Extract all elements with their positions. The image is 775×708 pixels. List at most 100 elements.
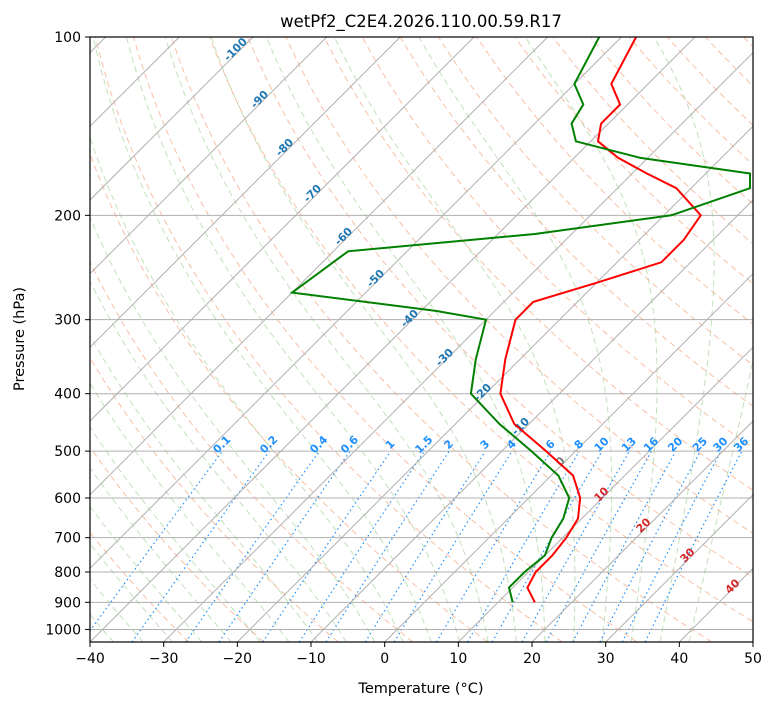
mixing-ratio-line	[298, 450, 425, 642]
mixing-ratio-label: 1.5	[412, 433, 435, 456]
dry-adiabat-label: -70	[301, 182, 324, 205]
dry-adiabat	[90, 446, 264, 642]
dry-adiabat-label: -30	[433, 346, 456, 369]
mixing-ratio-line	[435, 450, 552, 642]
dry-adiabat	[209, 37, 753, 623]
dry-adiabat	[704, 37, 753, 87]
mixing-ratio-label: 3	[478, 437, 493, 452]
moist-adiabat	[90, 382, 290, 642]
moist-adiabat	[90, 135, 404, 642]
x-axis-title: Temperature (°C)	[357, 681, 483, 697]
y-tick-label: 200	[54, 208, 81, 224]
x-tick-label: 10	[449, 651, 467, 667]
isotherm	[605, 493, 753, 642]
mixing-ratio-line	[325, 450, 450, 642]
mixing-ratio-label: 13	[619, 435, 639, 455]
moist-adiabat	[90, 578, 144, 642]
moist-adiabat	[90, 467, 232, 642]
moist-adiabats	[90, 37, 753, 642]
dry-adiabat-label: -20	[471, 381, 494, 404]
dry-adiabat	[171, 37, 712, 642]
mixing-ratio-lines	[90, 450, 743, 642]
moist-adiabat	[90, 505, 203, 642]
isotherm	[90, 37, 622, 570]
dewpoint-line	[289, 37, 751, 603]
y-tick-label: 500	[54, 444, 81, 460]
x-tick-label: 30	[597, 651, 615, 667]
moist-adiabat	[92, 37, 432, 642]
mixing-ratio-label: 25	[690, 435, 710, 455]
skewed-isotherms	[90, 37, 753, 642]
moist-adiabat-label: 40	[723, 576, 743, 596]
y-axis-title: Pressure (hPa)	[12, 287, 28, 391]
moist-adiabat	[90, 426, 261, 642]
moist-adiabat	[266, 37, 546, 642]
mixing-ratio-label: 0.2	[257, 433, 280, 456]
dry-adiabat	[514, 37, 753, 285]
isotherm	[163, 51, 753, 642]
y-tick-label: 900	[54, 595, 81, 611]
dry-adiabat-label: -60	[332, 225, 355, 248]
isotherm	[236, 125, 753, 642]
dry-adiabat	[285, 37, 753, 535]
moist-adiabat	[210, 37, 517, 642]
isotherm	[90, 37, 401, 349]
dry-adiabat	[90, 356, 339, 642]
y-tick-label: 600	[54, 491, 81, 507]
mixing-ratio-label: 0.4	[307, 433, 330, 456]
dry-adiabat	[90, 531, 190, 642]
mixing-ratio-line	[131, 450, 270, 642]
mixing-ratio-line	[393, 450, 513, 642]
moist-adiabat	[90, 334, 319, 642]
isotherm	[90, 37, 328, 275]
dry-adiabat	[90, 152, 488, 642]
mixing-ratio-label: 0.1	[210, 433, 233, 456]
isotherm	[90, 37, 254, 201]
moist-adiabat-label: 20	[634, 515, 654, 535]
mixing-ratio-line	[262, 450, 392, 642]
temperature-line	[499, 37, 703, 603]
moist-adiabat	[126, 37, 461, 642]
mixing-ratio-label: 8	[572, 437, 587, 452]
mixing-ratio-label: 1	[383, 437, 398, 452]
isotherm	[90, 37, 475, 422]
x-tick-label: 50	[744, 651, 762, 667]
y-axis: 100 200 300 400 500 600 700 800 900 1000	[45, 30, 90, 638]
chart-title: wetPf2_C2E4.2026.110.00.59.R17	[280, 12, 562, 32]
x-tick-label: 20	[523, 651, 541, 667]
x-axis: −40 −30 −20 −10 0 10 20 30 40 50	[75, 642, 762, 667]
dry-adiabat	[90, 260, 414, 642]
mixing-ratio-line	[599, 450, 702, 642]
dry-adiabat	[552, 37, 753, 245]
isotherm	[310, 199, 753, 642]
x-tick-label: −10	[296, 651, 326, 667]
isotherm	[531, 420, 753, 642]
moist-adiabat	[653, 37, 715, 642]
isotherm	[90, 37, 549, 496]
x-tick-label: −30	[149, 651, 179, 667]
dry-adiabat	[247, 37, 753, 578]
dry-adiabat	[323, 37, 753, 491]
mixing-ratio-label: 0.6	[338, 433, 361, 456]
dry-adiabat-label: -100	[221, 35, 250, 64]
pressure-gridlines	[90, 37, 753, 630]
moist-adiabat-label: 10	[592, 484, 612, 504]
y-tick-label: 800	[54, 565, 81, 581]
moist-adiabat	[164, 37, 489, 642]
dry-adiabat	[743, 37, 753, 48]
y-tick-label: 400	[54, 387, 81, 403]
isotherm	[90, 37, 696, 642]
mixing-ratio-line	[572, 450, 677, 642]
dry-adiabat-label: -50	[364, 267, 387, 290]
moist-adiabat-label: 30	[678, 545, 698, 565]
mixing-ratio-line	[185, 450, 320, 642]
x-tick-label: −20	[223, 651, 253, 667]
y-tick-label: 100	[54, 30, 81, 46]
dry-adiabat	[476, 37, 753, 325]
profile-lines	[289, 37, 751, 603]
y-tick-label: 300	[54, 313, 81, 329]
x-tick-label: 0	[380, 651, 389, 667]
moist-adiabat	[418, 37, 613, 642]
mixing-ratio-line	[90, 450, 223, 632]
